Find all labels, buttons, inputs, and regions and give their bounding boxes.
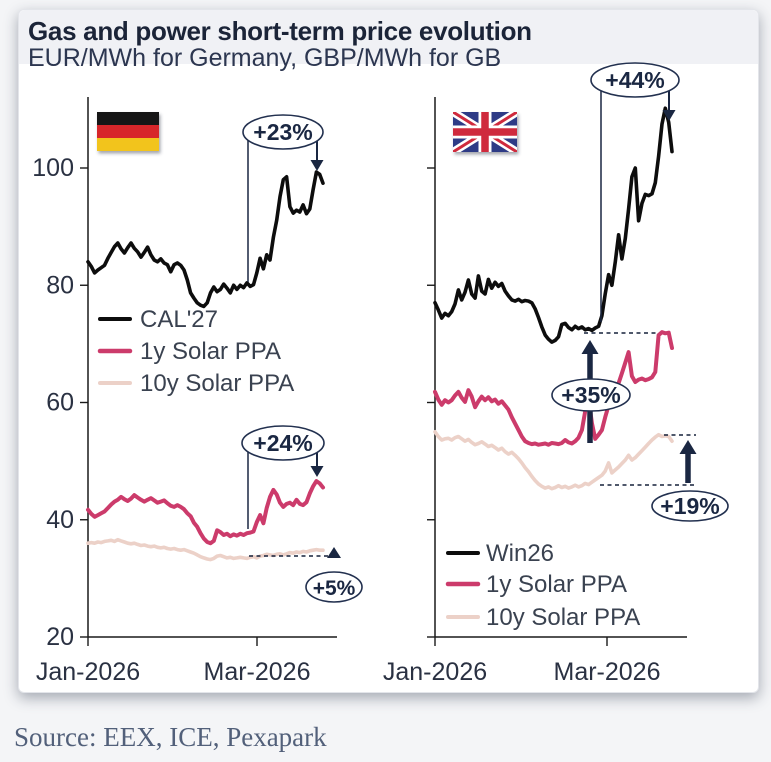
page-subtitle: EUR/MWh for Germany, GBP/MWh for GB <box>28 44 502 72</box>
chart-card: Gas and power short-term price evolution… <box>18 9 759 693</box>
source-text: Source: EEX, ICE, Pexapark <box>14 722 327 752</box>
page-title: Gas and power short-term price evolution <box>28 16 532 46</box>
card-header: Gas and power short-term price evolution… <box>19 10 758 71</box>
